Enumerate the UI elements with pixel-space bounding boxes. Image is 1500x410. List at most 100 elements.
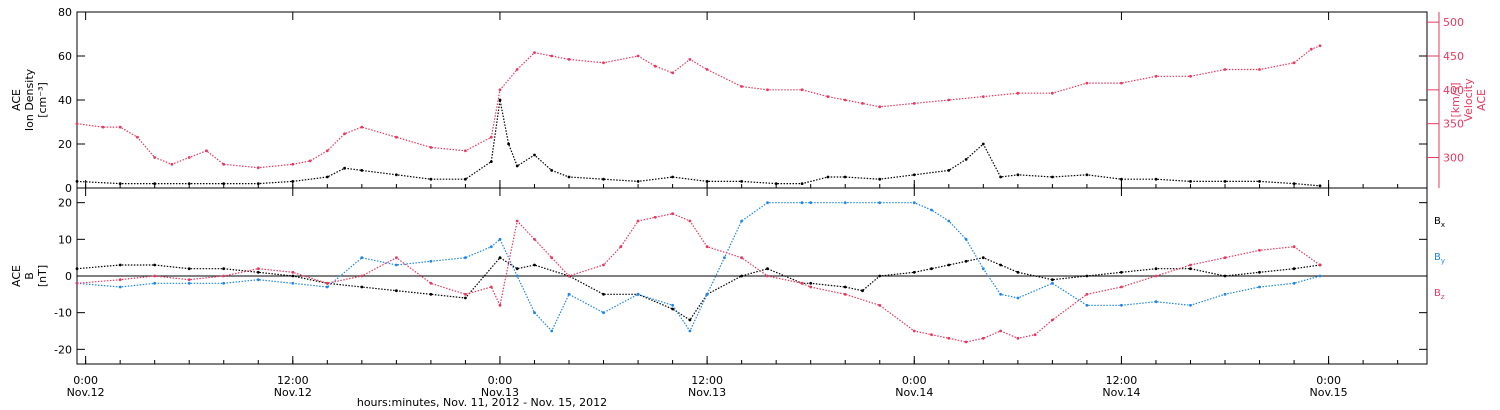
data-point <box>1292 281 1296 285</box>
data-point <box>205 149 208 153</box>
data-point <box>533 51 536 54</box>
data-point <box>1292 182 1296 186</box>
data-point <box>1085 81 1089 85</box>
data-point <box>619 245 623 249</box>
data-point <box>360 125 364 129</box>
data-point <box>999 175 1002 179</box>
data-point <box>602 292 605 296</box>
data-point <box>343 132 346 136</box>
data-point <box>325 281 329 285</box>
data-point <box>947 336 951 340</box>
data-point <box>550 169 554 172</box>
data-point <box>930 208 933 212</box>
velocity-tick-label: 400 <box>1443 84 1464 97</box>
data-point <box>912 102 916 105</box>
data-point <box>1051 91 1054 95</box>
data-point <box>981 142 985 146</box>
data-point <box>1189 303 1192 307</box>
data-point <box>981 336 985 340</box>
data-point <box>947 263 951 267</box>
time-tick-label: 12:00 <box>1106 374 1138 387</box>
data-point <box>515 164 519 168</box>
data-point <box>187 281 191 285</box>
data-point <box>1189 180 1192 183</box>
data-point <box>118 278 122 282</box>
data-point <box>118 125 122 129</box>
b-tick-label: -10 <box>54 307 72 320</box>
data-point <box>878 274 882 278</box>
density-axis-ticks: 0 20 40 60 80 <box>58 6 1427 195</box>
velocity-tick-label: 300 <box>1443 152 1464 165</box>
data-point <box>1120 81 1123 85</box>
panel-density-velocity: 0 20 40 60 80 300 350 400 450 500 ACE Ion Densit… <box>10 6 1488 195</box>
data-point <box>1051 281 1054 285</box>
data-point <box>1258 285 1261 289</box>
density-axis-label-3: [cm⁻³] <box>36 82 49 118</box>
data-point <box>550 256 554 260</box>
data-point <box>912 270 916 274</box>
data-point <box>1258 68 1261 71</box>
data-point <box>515 219 519 223</box>
data-point <box>429 292 433 296</box>
data-point <box>153 182 157 186</box>
data-point <box>671 71 674 75</box>
data-point <box>602 61 605 65</box>
time-tick-label: 0:00 <box>1316 374 1341 387</box>
date-tick-label: Nov.12 <box>67 386 105 399</box>
time-tick-label: 0:00 <box>488 374 513 387</box>
velocity-tick-label: 500 <box>1443 16 1464 29</box>
data-point <box>533 263 536 267</box>
data-point <box>800 201 804 205</box>
data-point <box>1120 285 1123 289</box>
data-point <box>567 58 571 61</box>
data-point <box>395 263 398 267</box>
data-point <box>1016 270 1020 274</box>
data-point <box>567 175 571 179</box>
data-point <box>981 267 985 271</box>
time-axis: 0:00Nov.1212:00Nov.120:00Nov.1312:00Nov.… <box>67 12 1399 399</box>
data-point <box>1085 274 1089 278</box>
data-point <box>740 274 743 278</box>
date-tick-label: Nov.15 <box>1310 386 1348 399</box>
data-point <box>256 166 260 170</box>
panel-magnetic-field: -20 -10 0 10 20 ACE B [nT] Bx By Bz <box>10 187 1445 365</box>
data-point <box>360 256 364 260</box>
data-point <box>653 215 657 219</box>
data-point <box>1223 180 1227 183</box>
data-point <box>1292 61 1296 65</box>
data-point <box>705 245 709 249</box>
data-point <box>843 285 847 289</box>
data-point <box>1154 74 1158 78</box>
data-point <box>636 54 640 58</box>
data-point <box>567 292 571 296</box>
data-point <box>429 146 433 149</box>
data-point <box>507 142 510 146</box>
data-point <box>766 274 769 278</box>
data-point <box>912 201 916 205</box>
data-point <box>1154 300 1158 304</box>
data-point <box>498 303 502 307</box>
data-point <box>515 68 519 71</box>
data-point <box>498 88 502 92</box>
data-point <box>1258 180 1261 183</box>
data-point <box>1120 270 1123 274</box>
time-tick-label: 0:00 <box>73 374 98 387</box>
data-point <box>843 98 847 102</box>
data-point <box>360 274 364 278</box>
data-point <box>809 285 813 289</box>
data-point <box>291 162 295 166</box>
data-point <box>912 329 916 333</box>
data-point <box>153 281 157 285</box>
data-point <box>809 201 813 205</box>
data-point <box>464 149 467 153</box>
data-point <box>395 135 398 139</box>
data-point <box>1154 177 1158 181</box>
density-tick-label: 0 <box>65 182 72 195</box>
series-line-pink <box>76 45 1321 169</box>
data-point <box>1051 318 1054 322</box>
time-tick-label: 0:00 <box>902 374 927 387</box>
bottom-panel-series <box>75 201 1322 344</box>
data-point <box>429 281 433 285</box>
data-point <box>947 98 951 102</box>
